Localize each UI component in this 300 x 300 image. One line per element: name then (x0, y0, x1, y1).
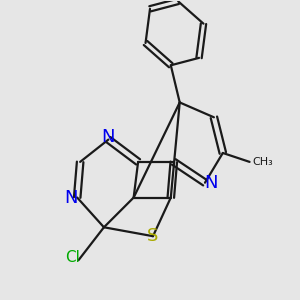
Text: N: N (64, 189, 78, 207)
Text: CH₃: CH₃ (253, 157, 273, 167)
Text: S: S (147, 227, 159, 245)
Text: Cl: Cl (65, 250, 80, 265)
Text: N: N (204, 174, 218, 192)
Text: N: N (102, 128, 115, 146)
